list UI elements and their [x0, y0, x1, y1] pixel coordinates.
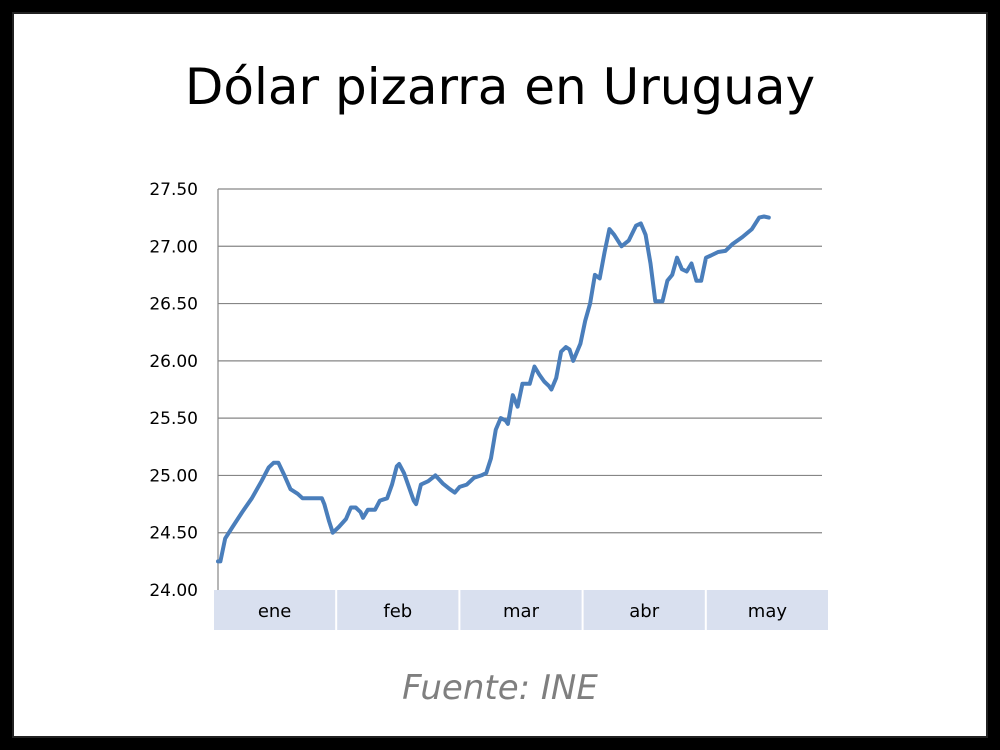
y-tick-label: 26.00	[149, 352, 198, 372]
category-cell	[214, 590, 336, 630]
category-cell	[583, 590, 705, 630]
y-tick-label: 24.50	[149, 524, 198, 544]
y-axis-ticks: 24.00 24.50 25.00 25.50 26.00 26.50 27.00 27.50	[149, 180, 198, 601]
y-tick-label: 24.00	[149, 581, 198, 601]
y-tick-label: 27.00	[149, 237, 198, 257]
y-tick-label: 27.50	[149, 180, 198, 200]
series-layer	[216, 214, 771, 564]
chart-title: Dólar pizarra en Uruguay	[184, 58, 816, 116]
category-cell	[706, 590, 828, 630]
y-tick-label: 26.50	[149, 295, 198, 315]
x-category-label: ene	[258, 601, 292, 622]
gridlines	[217, 188, 822, 590]
category-cell	[460, 590, 582, 630]
series-line	[216, 214, 771, 564]
x-category-label: feb	[383, 601, 412, 622]
x-category-label: abr	[629, 601, 659, 622]
category-cell	[337, 590, 459, 630]
x-category-label: mar	[503, 601, 540, 622]
x-category-label: may	[748, 601, 788, 622]
y-tick-label: 25.00	[149, 466, 198, 486]
y-tick-label: 25.50	[149, 409, 198, 429]
x-axis-categories: ene feb mar abr may	[258, 601, 788, 622]
category-band	[214, 590, 828, 630]
source-note: Fuente: INE	[402, 668, 598, 708]
